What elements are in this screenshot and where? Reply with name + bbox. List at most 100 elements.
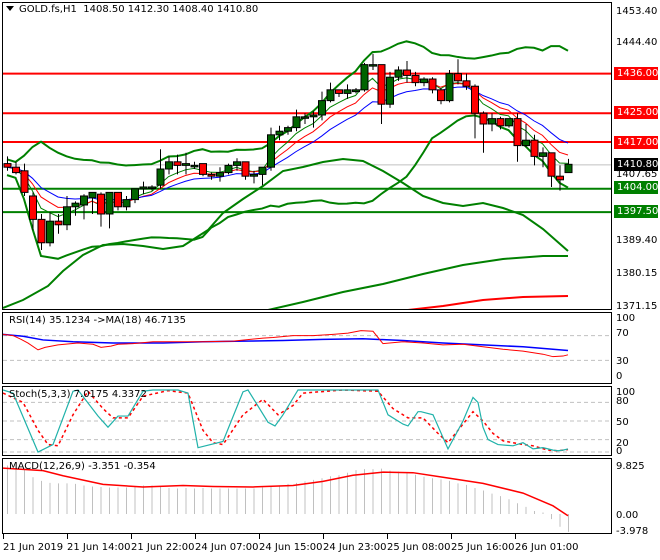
rsi-panel[interactable]: RSI(14) 35.1234 ->MA(18) 46.7135 xyxy=(2,312,612,384)
candle xyxy=(258,166,267,186)
stoch-tick: 50 xyxy=(616,417,629,428)
candle xyxy=(369,53,377,71)
candle xyxy=(386,71,394,108)
candle xyxy=(54,213,63,234)
candle xyxy=(122,195,131,211)
candle xyxy=(522,124,530,148)
stochastic-panel[interactable]: Stoch(5,3,3) 7.0175 4.3372 xyxy=(2,386,612,456)
price-tick: 1371.15 xyxy=(616,301,658,312)
candle xyxy=(301,113,309,125)
candle xyxy=(564,158,573,174)
stoch-tick: 20 xyxy=(616,438,629,449)
ohlc-values: 1408.50 1412.30 1408.40 1410.80 xyxy=(83,4,259,15)
candle xyxy=(37,213,46,250)
candle xyxy=(326,82,335,103)
time-tick: 25 Jun 16:00 xyxy=(451,542,515,553)
price-plot xyxy=(3,40,611,309)
time-tick: 21 Jun 2019 xyxy=(3,542,64,553)
stoch-tick: 0 xyxy=(616,446,623,457)
candle xyxy=(114,191,122,211)
candle xyxy=(173,154,182,175)
candle xyxy=(420,77,428,87)
candle xyxy=(233,158,241,171)
stochastic-plot xyxy=(3,389,611,453)
candle xyxy=(275,125,284,141)
candle xyxy=(284,125,292,135)
time-tick: 25 Jun 08:00 xyxy=(387,542,451,553)
macd-tick: 9.825 xyxy=(616,461,645,472)
candle xyxy=(46,212,54,247)
candle xyxy=(156,149,165,189)
resistance-tag-1417: 1417.00 xyxy=(614,136,658,149)
candle xyxy=(394,66,403,81)
candle xyxy=(318,91,326,121)
candle xyxy=(29,192,37,231)
chart-title: GOLD.fs,H1 1408.50 1412.30 1408.40 1410.… xyxy=(6,4,258,15)
time-tick: 24 Jun 07:00 xyxy=(195,542,259,553)
rsi-tick: 30 xyxy=(616,356,629,367)
candle xyxy=(403,61,411,83)
candle xyxy=(105,191,114,229)
candle xyxy=(224,163,233,175)
macd-label: MACD(12,26,9) -3.351 -0.354 xyxy=(9,461,156,472)
candle xyxy=(547,152,556,187)
price-tick: 1453.40 xyxy=(616,6,658,17)
resistance-tag-1436: 1436.00 xyxy=(614,67,658,80)
candle xyxy=(182,152,190,175)
macd-panel[interactable]: MACD(12,26,9) -3.351 -0.354 xyxy=(2,458,612,534)
macd-plot xyxy=(3,465,569,532)
candle xyxy=(97,192,105,227)
candle xyxy=(190,161,199,169)
rsi-label: RSI(14) 35.1234 ->MA(18) 46.7135 xyxy=(9,315,186,326)
time-tick: 24 Jun 15:00 xyxy=(259,542,323,553)
candle xyxy=(471,84,479,139)
support-tag-1397: 1397.50 xyxy=(614,205,658,218)
resistance-tag-1425: 1425.00 xyxy=(614,106,658,119)
candle xyxy=(488,113,496,132)
candle xyxy=(454,59,462,85)
candle xyxy=(241,161,250,180)
symbol-label: GOLD.fs,H1 xyxy=(19,4,77,15)
candle xyxy=(199,163,207,177)
candle xyxy=(267,127,275,171)
candle xyxy=(3,156,12,171)
time-tick-marks xyxy=(3,534,516,539)
price-tick: 1380.15 xyxy=(616,268,658,279)
candle xyxy=(12,161,20,175)
candle xyxy=(352,88,360,94)
macd-tick: -3.978 xyxy=(616,526,649,537)
rsi-tick: 100 xyxy=(616,313,636,324)
rsi-tick: 70 xyxy=(616,328,629,339)
main-price-chart[interactable] xyxy=(2,2,612,310)
price-tick: 1389.40 xyxy=(616,235,658,246)
stochastic-label: Stoch(5,3,3) 7.0175 4.3372 xyxy=(9,389,147,400)
candle xyxy=(437,88,445,105)
triangle-down-icon[interactable] xyxy=(6,6,14,11)
time-tick: 21 Jun 22:00 xyxy=(131,542,195,553)
support-tag-1404: 1404.00 xyxy=(614,181,658,194)
candle xyxy=(207,172,216,180)
candle xyxy=(71,201,80,216)
candle xyxy=(309,111,318,128)
price-tick: 1444.40 xyxy=(616,37,658,48)
price-tick: 1407.65 xyxy=(616,169,658,180)
candle xyxy=(539,147,547,168)
macd-tick: 0.00 xyxy=(616,510,639,521)
stoch-tick: 100 xyxy=(616,387,636,398)
candle xyxy=(360,62,369,92)
candle xyxy=(513,113,522,162)
candle xyxy=(148,185,156,191)
stoch-tick: 80 xyxy=(616,396,629,407)
candle xyxy=(496,116,505,130)
candle xyxy=(462,73,471,90)
candle xyxy=(411,71,420,87)
candle xyxy=(343,84,352,99)
candle xyxy=(445,70,454,103)
candle xyxy=(20,163,29,196)
rsi-plot xyxy=(3,330,611,361)
candle xyxy=(63,195,71,231)
candle xyxy=(139,181,148,195)
candle xyxy=(428,77,437,94)
candle xyxy=(216,167,224,182)
candle xyxy=(80,194,88,220)
